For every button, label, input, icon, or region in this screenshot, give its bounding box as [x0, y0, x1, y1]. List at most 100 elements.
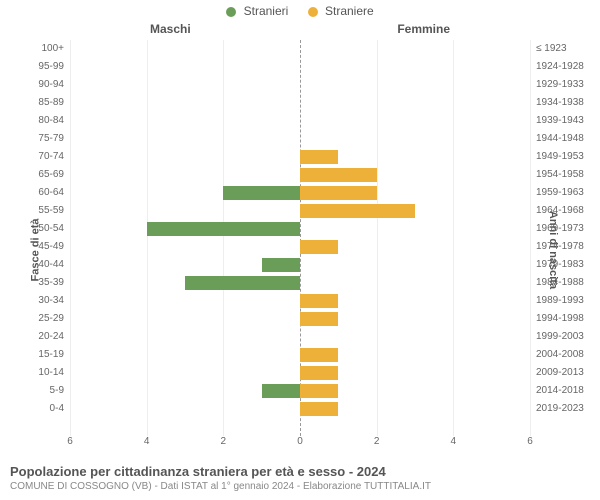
- bar-row: [70, 400, 530, 418]
- chart-subtitle: COMUNE DI COSSOGNO (VB) - Dati ISTAT al …: [0, 479, 600, 494]
- age-label: 0-4: [2, 400, 64, 418]
- bar-row: [70, 382, 530, 400]
- age-label: 50-54: [2, 220, 64, 238]
- legend-swatch-m: [226, 7, 236, 17]
- age-label: 90-94: [2, 76, 64, 94]
- header-left: Maschi: [150, 22, 191, 36]
- plot: [70, 40, 530, 436]
- x-tick: 2: [221, 436, 227, 447]
- bar-row: [70, 130, 530, 148]
- bar-row: [70, 76, 530, 94]
- age-label: 5-9: [2, 382, 64, 400]
- bar-row: [70, 364, 530, 382]
- bar-row: [70, 238, 530, 256]
- bar-row: [70, 274, 530, 292]
- age-label: 45-49: [2, 238, 64, 256]
- age-label: 60-64: [2, 184, 64, 202]
- x-tick: 4: [451, 436, 457, 447]
- age-label: 95-99: [2, 58, 64, 76]
- bar-row: [70, 112, 530, 130]
- bar-row: [70, 310, 530, 328]
- legend-label-m: Stranieri: [244, 4, 289, 18]
- bar-row: [70, 148, 530, 166]
- age-label: 70-74: [2, 148, 64, 166]
- header-right: Femmine: [397, 22, 450, 36]
- birth-label: 1979-1983: [536, 256, 600, 274]
- bar-row: [70, 346, 530, 364]
- bar-row: [70, 328, 530, 346]
- bar-female: [300, 312, 338, 326]
- age-label: 30-34: [2, 292, 64, 310]
- age-label: 85-89: [2, 94, 64, 112]
- x-tick: 2: [374, 436, 380, 447]
- birth-label: 1999-2003: [536, 328, 600, 346]
- x-axis: 6 4 2 0 2 4 6: [70, 436, 530, 456]
- age-label: 55-59: [2, 202, 64, 220]
- bar-male: [262, 258, 300, 272]
- age-label: 75-79: [2, 130, 64, 148]
- birth-label: 1954-1958: [536, 166, 600, 184]
- x-tick: 6: [67, 436, 73, 447]
- axis-left-labels: 100+95-9990-9485-8980-8475-7970-7465-696…: [2, 40, 64, 436]
- bar-female: [300, 150, 338, 164]
- bar-row: [70, 166, 530, 184]
- age-label: 35-39: [2, 274, 64, 292]
- birth-label: 1944-1948: [536, 130, 600, 148]
- age-label: 40-44: [2, 256, 64, 274]
- bar-row: [70, 94, 530, 112]
- age-label: 20-24: [2, 328, 64, 346]
- bar-female: [300, 186, 377, 200]
- age-label: 15-19: [2, 346, 64, 364]
- birth-label: 1934-1938: [536, 94, 600, 112]
- legend-item-f: Straniere: [308, 4, 374, 18]
- bar-row: [70, 220, 530, 238]
- bar-male: [147, 222, 300, 236]
- birth-label: 1949-1953: [536, 148, 600, 166]
- bar-row: [70, 256, 530, 274]
- bar-female: [300, 348, 338, 362]
- axis-right-labels: ≤ 19231924-19281929-19331934-19381939-19…: [536, 40, 600, 436]
- bar-female: [300, 294, 338, 308]
- bar-row: [70, 40, 530, 58]
- birth-label: 2014-2018: [536, 382, 600, 400]
- x-tick: 4: [144, 436, 150, 447]
- birth-label: 1929-1933: [536, 76, 600, 94]
- subheaders: Maschi Femmine: [0, 22, 600, 40]
- legend-swatch-f: [308, 7, 318, 17]
- bar-row: [70, 292, 530, 310]
- birth-label: ≤ 1923: [536, 40, 600, 58]
- bar-female: [300, 402, 338, 416]
- legend-item-m: Stranieri: [226, 4, 288, 18]
- bar-row: [70, 184, 530, 202]
- bar-male: [223, 186, 300, 200]
- bar-row: [70, 58, 530, 76]
- birth-label: 1964-1968: [536, 202, 600, 220]
- x-tick: 0: [297, 436, 303, 447]
- grid-line: [530, 40, 531, 436]
- bar-female: [300, 366, 338, 380]
- birth-label: 1939-1943: [536, 112, 600, 130]
- birth-label: 2004-2008: [536, 346, 600, 364]
- legend-label-f: Straniere: [325, 4, 374, 18]
- bar-female: [300, 168, 377, 182]
- x-tick: 6: [527, 436, 533, 447]
- birth-label: 1959-1963: [536, 184, 600, 202]
- age-label: 80-84: [2, 112, 64, 130]
- age-label: 100+: [2, 40, 64, 58]
- birth-label: 1984-1988: [536, 274, 600, 292]
- bar-female: [300, 204, 415, 218]
- birth-label: 1989-1993: [536, 292, 600, 310]
- bar-male: [262, 384, 300, 398]
- birth-label: 1994-1998: [536, 310, 600, 328]
- chart-title: Popolazione per cittadinanza straniera p…: [0, 456, 600, 479]
- age-label: 65-69: [2, 166, 64, 184]
- bar-female: [300, 384, 338, 398]
- birth-label: 2019-2023: [536, 400, 600, 418]
- bar-male: [185, 276, 300, 290]
- birth-label: 1974-1978: [536, 238, 600, 256]
- birth-label: 1969-1973: [536, 220, 600, 238]
- bar-female: [300, 240, 338, 254]
- bar-row: [70, 202, 530, 220]
- age-label: 10-14: [2, 364, 64, 382]
- age-label: 25-29: [2, 310, 64, 328]
